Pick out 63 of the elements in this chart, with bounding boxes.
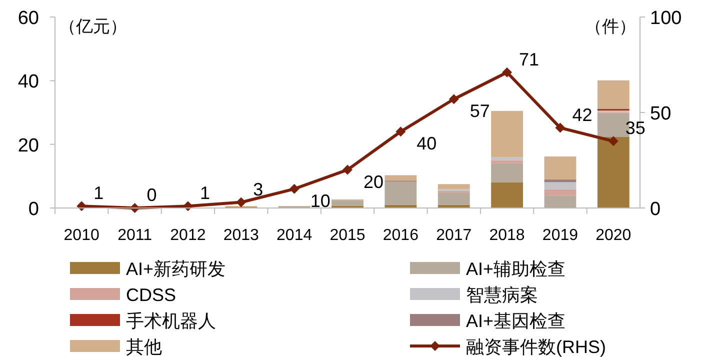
legend-label: CDSS <box>126 285 176 305</box>
y-tick-label: 40 <box>18 72 39 93</box>
data-label: 57 <box>470 101 490 122</box>
bar <box>491 163 523 182</box>
bar <box>332 200 364 206</box>
x-tick-label: 2018 <box>489 227 525 244</box>
point <box>289 184 300 194</box>
y-tick-label: 0 <box>28 199 39 220</box>
point <box>608 136 618 146</box>
x-tick-label: 2011 <box>118 227 152 244</box>
bar <box>597 80 630 109</box>
bar <box>544 156 576 180</box>
point <box>396 126 406 137</box>
point <box>555 122 566 133</box>
legend-label: AI+基因检查 <box>466 311 566 331</box>
bar <box>491 157 523 160</box>
bar <box>491 160 523 164</box>
x-tick-label: 2012 <box>170 227 206 244</box>
x-tick-label: 2020 <box>596 227 632 244</box>
point <box>342 164 352 175</box>
legend-label: 智慧病案 <box>466 285 538 305</box>
bar <box>438 192 470 205</box>
bar <box>491 110 523 158</box>
data-label: 10 <box>310 190 330 211</box>
legend-label: 融资事件数(RHS) <box>466 337 606 357</box>
legend-label: 手术机器人 <box>126 311 216 331</box>
y2-tick-label: 50 <box>650 104 672 124</box>
x-tick-label: 2010 <box>64 227 100 244</box>
legend-label: AI+辅助检查 <box>466 259 566 279</box>
x-tick-label: 2017 <box>436 227 472 244</box>
data-label: 0 <box>146 185 157 205</box>
legend-label: AI+新药研发 <box>126 259 226 279</box>
point <box>448 94 459 104</box>
point <box>236 197 246 208</box>
x-tick-label: 2015 <box>330 227 366 244</box>
y2-axis-title: （件） <box>585 17 636 36</box>
data-label: 40 <box>416 134 437 154</box>
y2-tick-label: 100 <box>650 8 682 29</box>
bar <box>544 196 576 208</box>
y2-tick-label: 0 <box>650 199 661 220</box>
data-label: 42 <box>572 104 592 125</box>
x-tick-label: 2013 <box>223 227 260 244</box>
bar <box>544 189 576 196</box>
point <box>502 67 512 78</box>
legend-label: 其他 <box>126 337 162 357</box>
data-label: 71 <box>519 49 540 70</box>
x-tick-label: 2016 <box>382 227 419 244</box>
data-label: 1 <box>200 183 210 204</box>
data-label: 3 <box>253 179 264 200</box>
y-tick-label: 20 <box>18 135 39 156</box>
bar <box>544 182 576 190</box>
bar <box>384 175 417 181</box>
data-label: 20 <box>364 172 384 192</box>
x-tick-label: 2014 <box>276 227 312 244</box>
x-tick-label: 2019 <box>542 227 578 244</box>
bar <box>438 184 470 189</box>
bar <box>491 182 523 208</box>
bar <box>384 182 417 205</box>
data-label: 1 <box>94 183 104 204</box>
y-tick-label: 60 <box>18 8 39 29</box>
y-axis-title: （亿元） <box>59 17 127 36</box>
bar <box>597 136 630 208</box>
data-label: 35 <box>625 118 646 138</box>
